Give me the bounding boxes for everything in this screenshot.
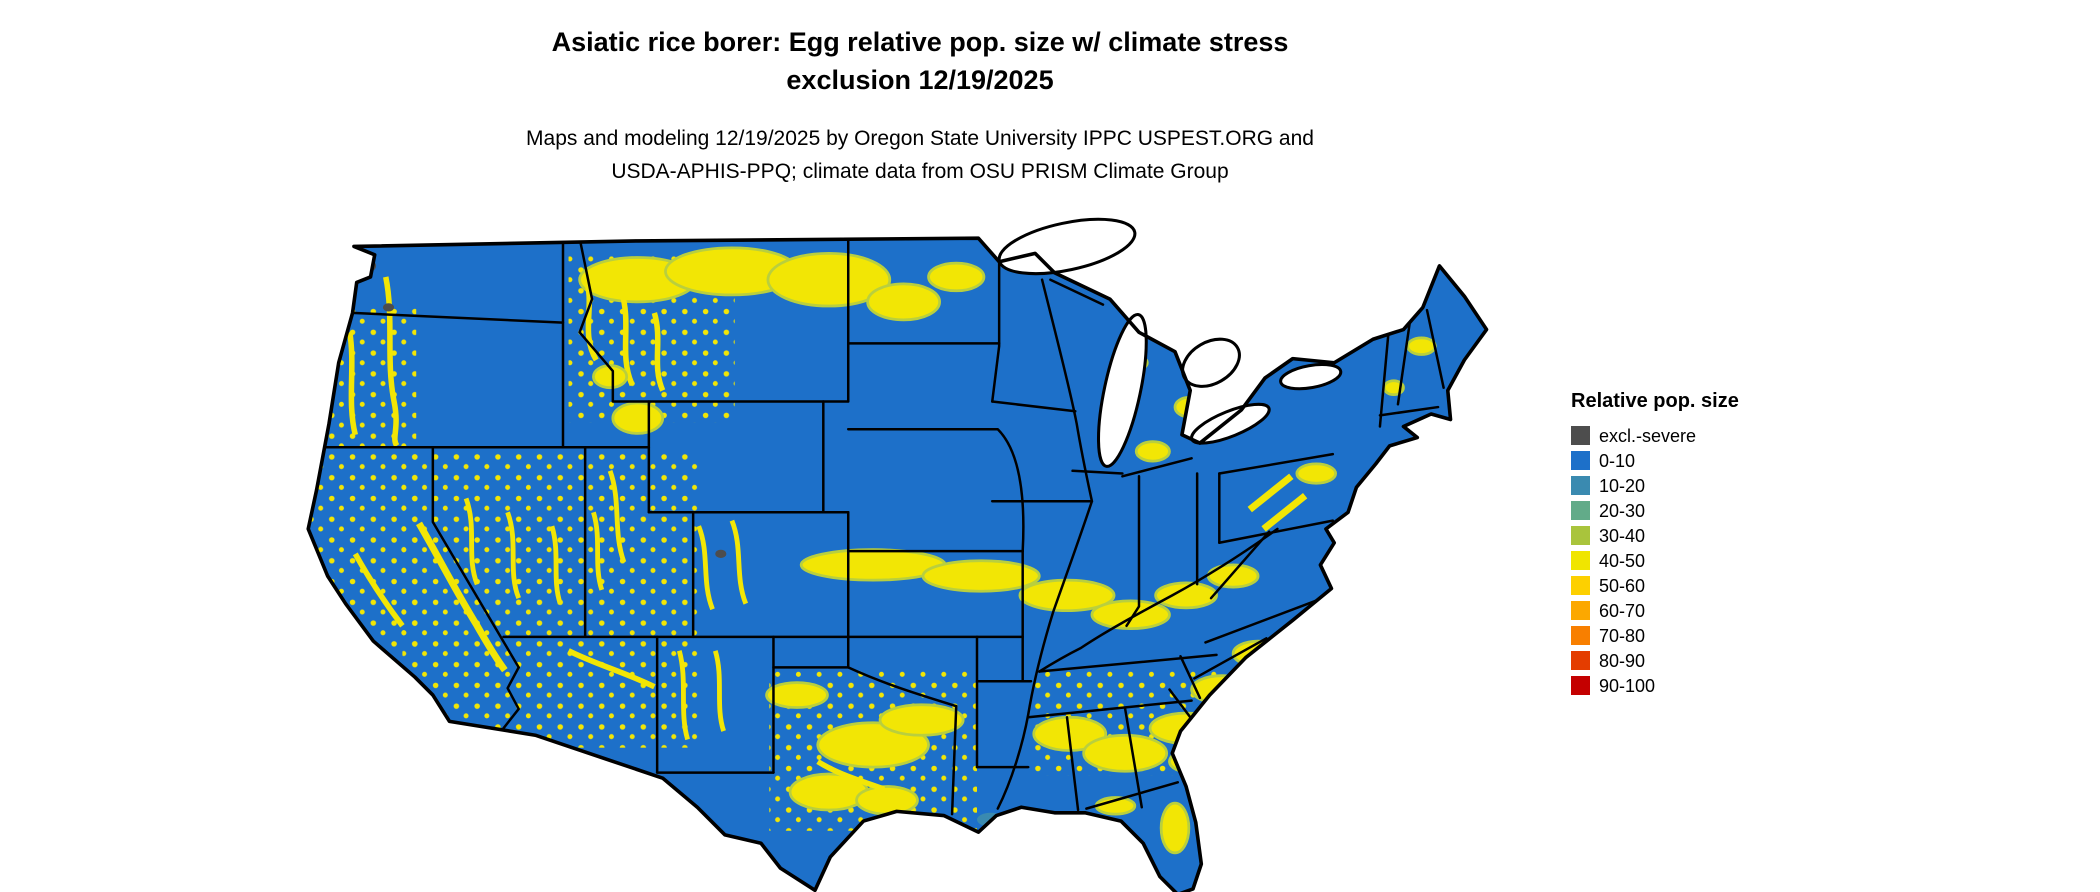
legend-item-0-10: 0-10 <box>1571 448 1831 473</box>
legend-item-60-70: 60-70 <box>1571 598 1831 623</box>
us-map-svg <box>306 217 1489 892</box>
legend-swatch <box>1571 676 1590 695</box>
page-title-line2: exclusion 12/19/2025 <box>786 64 1054 95</box>
us-map <box>222 180 1552 892</box>
map-state-borders <box>320 238 1445 816</box>
legend-label: 60-70 <box>1599 600 1646 621</box>
legend-swatch <box>1571 426 1590 445</box>
subtitle-line2: USDA-APHIS-PPQ; climate data from OSU PR… <box>611 160 1229 184</box>
legend-label: 70-80 <box>1599 625 1646 646</box>
legend-item-10-20: 10-20 <box>1571 473 1831 498</box>
legend-item-20-30: 20-30 <box>1571 498 1831 523</box>
legend-item-excl-severe: excl.-severe <box>1571 423 1831 448</box>
legend-swatch <box>1571 601 1590 620</box>
legend-swatch <box>1571 576 1590 595</box>
legend-title: Relative pop. size <box>1571 390 1739 412</box>
legend-swatch <box>1571 501 1590 520</box>
legend-item-50-60: 50-60 <box>1571 573 1831 598</box>
legend-swatch <box>1571 526 1590 545</box>
legend-label: 0-10 <box>1599 450 1636 471</box>
legend: Relative pop. size excl.-severe 0-10 10-… <box>1571 390 1831 698</box>
legend-swatch <box>1571 451 1590 470</box>
page-title-line1: Asiatic rice borer: Egg relative pop. si… <box>551 27 1289 57</box>
subtitle: Maps and modeling 12/19/2025 by Oregon S… <box>0 122 1840 189</box>
legend-item-90-100: 90-100 <box>1571 673 1831 698</box>
legend-item-80-90: 80-90 <box>1571 648 1831 673</box>
lake-ontario <box>1279 362 1343 391</box>
legend-swatch <box>1571 626 1590 645</box>
legend-swatch <box>1571 551 1590 570</box>
legend-label: 90-100 <box>1599 675 1656 696</box>
legend-label: 50-60 <box>1599 575 1646 596</box>
legend-label: 30-40 <box>1599 525 1646 546</box>
header: Asiatic rice borer: Egg relative pop. si… <box>0 24 1840 189</box>
legend-label: excl.-severe <box>1599 425 1697 446</box>
legend-item-40-50: 40-50 <box>1571 548 1831 573</box>
legend-label: 10-20 <box>1599 475 1646 496</box>
legend-swatch <box>1571 476 1590 495</box>
legend-item-70-80: 70-80 <box>1571 623 1831 648</box>
legend-label: 20-30 <box>1599 500 1646 521</box>
legend-item-30-40: 30-40 <box>1571 523 1831 548</box>
legend-swatch <box>1571 651 1590 670</box>
subtitle-line1: Maps and modeling 12/19/2025 by Oregon S… <box>526 126 1314 150</box>
lake-michigan <box>1096 313 1148 468</box>
legend-label: 80-90 <box>1599 650 1646 671</box>
legend-label: 40-50 <box>1599 550 1646 571</box>
lake-superior <box>997 217 1137 276</box>
